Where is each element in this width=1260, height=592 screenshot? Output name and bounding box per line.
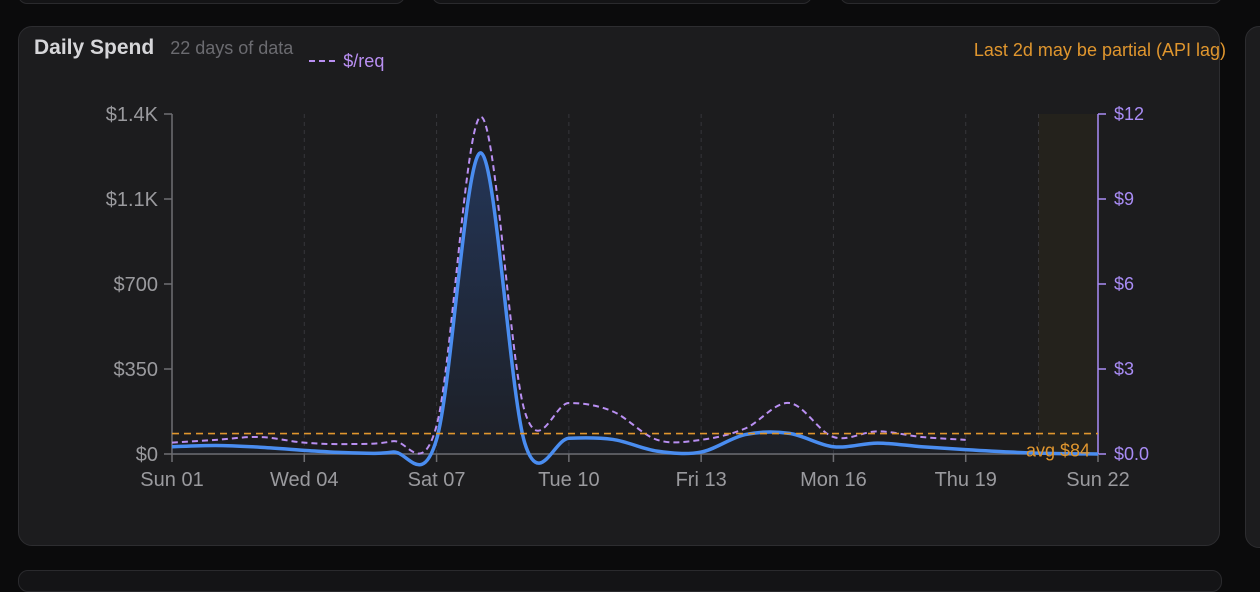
- x-tick-label: Thu 19: [935, 469, 997, 491]
- x-tick-label: Sun 22: [1066, 469, 1129, 491]
- card-header: Daily Spend 22 days of data $/req: [34, 36, 384, 71]
- x-tick-label: Sun 01: [140, 469, 203, 491]
- tick-label-layer: $0 $350 $700 $1.1K $1.4K $0.0 $3 $6 $9 $12 Sun 01 W…: [106, 104, 1149, 491]
- left-y-tick-label: $1.1K: [106, 189, 159, 211]
- left-y-tick-label: $350: [114, 359, 159, 381]
- right-y-tick-label: $9: [1114, 189, 1134, 209]
- spend-area: [172, 152, 1098, 465]
- top-strip: [0, 0, 1260, 6]
- partial-data-region: [1038, 114, 1098, 454]
- series-layer: [171, 115, 1099, 467]
- chart-subtitle: 22 days of data: [170, 38, 294, 58]
- daily-spend-card: [18, 26, 1220, 546]
- chart-title: Daily Spend: [34, 36, 155, 59]
- grid-layer: [171, 114, 1099, 454]
- per-request-line: [171, 115, 966, 455]
- x-tick-label: Mon 16: [800, 469, 867, 491]
- right-y-tick-label: $6: [1114, 274, 1134, 294]
- avg-label: avg $84: [1026, 441, 1090, 461]
- spend-line: [171, 151, 1099, 467]
- axes-layer: [164, 113, 1106, 462]
- avg-layer: avg $84: [172, 432, 1098, 461]
- right-y-tick-label: $3: [1114, 359, 1134, 379]
- x-tick-label: Tue 10: [538, 469, 600, 491]
- right-y-tick-label: $0.0: [1114, 444, 1149, 464]
- legend[interactable]: $/req: [309, 51, 384, 72]
- daily-spend-chart: avg $84 $0 $350 $700 $1.1K $1.4K $0.0 $3 $6 $9 $1…: [106, 104, 1149, 491]
- left-y-tick-label: $0: [136, 444, 158, 466]
- right-y-tick-label: $12: [1114, 104, 1144, 124]
- x-tick-label: Wed 04: [270, 469, 339, 491]
- x-tick-label: Sat 07: [408, 469, 466, 491]
- legend-label: $/req: [343, 50, 385, 71]
- x-tick-label: Fri 13: [676, 469, 727, 491]
- left-y-tick-label: $700: [114, 274, 159, 296]
- legend-dash-swatch: [309, 60, 336, 62]
- partial-region-layer: [1038, 114, 1098, 454]
- left-y-tick-label: $1.4K: [106, 104, 159, 126]
- partial-data-warning: Last 2d may be partial (API lag): [973, 40, 1226, 60]
